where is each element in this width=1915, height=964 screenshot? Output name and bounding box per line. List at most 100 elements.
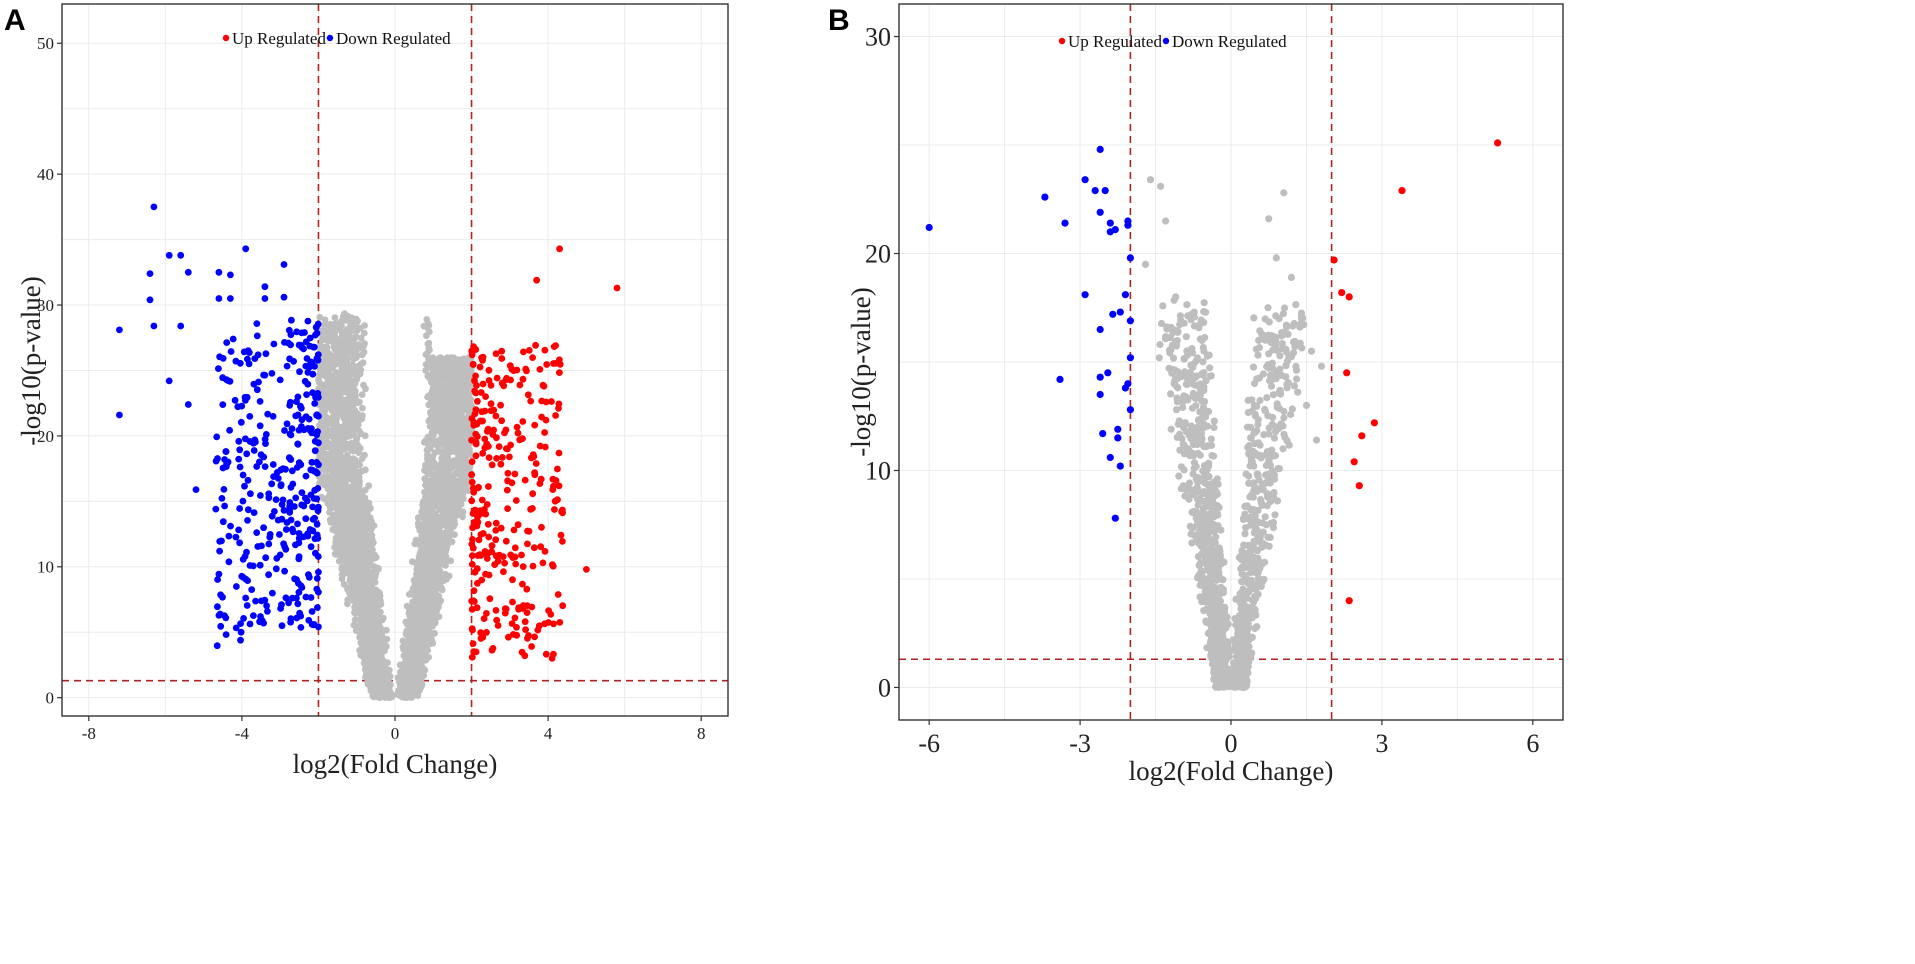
down-regulated-point bbox=[295, 341, 303, 349]
ns-point bbox=[425, 517, 432, 525]
up-regulated-point bbox=[471, 568, 479, 576]
up-regulated-point bbox=[528, 603, 536, 611]
up-regulated-point bbox=[478, 496, 486, 504]
up-regulated-point bbox=[531, 633, 538, 641]
down-regulated-point bbox=[232, 533, 240, 541]
down-regulated-point bbox=[224, 377, 232, 384]
down-regulated-point bbox=[268, 370, 276, 377]
ns-point bbox=[412, 618, 420, 626]
up-regulated-point bbox=[512, 560, 520, 568]
down-regulated-point bbox=[255, 378, 262, 386]
up-regulated-point bbox=[468, 606, 476, 613]
up-regulated-point bbox=[556, 619, 564, 626]
down-regulated-point bbox=[278, 501, 286, 508]
down-regulated-point bbox=[314, 485, 322, 492]
up-regulated-point bbox=[529, 562, 537, 570]
ns-point bbox=[409, 632, 417, 639]
down-regulated-point bbox=[297, 624, 305, 631]
down-regulated-point bbox=[227, 271, 234, 279]
up-regulated-point bbox=[528, 643, 535, 650]
ns-point bbox=[412, 589, 420, 597]
up-regulated-point bbox=[469, 360, 477, 368]
down-regulated-point bbox=[192, 486, 200, 493]
up-regulated-point bbox=[497, 401, 504, 409]
down-regulated-point bbox=[227, 348, 235, 355]
down-regulated-point bbox=[314, 604, 321, 611]
ns-point bbox=[455, 420, 463, 427]
down-regulated-point bbox=[213, 433, 221, 441]
ns-point bbox=[357, 334, 365, 342]
ns-point bbox=[425, 355, 432, 363]
x-tick-label: 0 bbox=[391, 724, 400, 743]
down-regulated-point bbox=[257, 451, 265, 459]
ns-point bbox=[421, 438, 428, 446]
up-regulated-point bbox=[510, 526, 518, 534]
ns-point bbox=[334, 392, 342, 400]
down-regulated-point bbox=[278, 622, 286, 630]
up-regulated-point bbox=[482, 570, 489, 578]
down-regulated-point bbox=[295, 555, 303, 563]
ns-point bbox=[360, 381, 367, 389]
down-regulated-point bbox=[282, 526, 290, 533]
ns-point bbox=[321, 316, 329, 324]
up-regulated-point bbox=[505, 633, 512, 641]
ns-point bbox=[424, 340, 432, 348]
down-regulated-point bbox=[295, 579, 302, 587]
ns-point bbox=[321, 495, 328, 503]
down-regulated-point bbox=[244, 506, 252, 514]
ns-point bbox=[350, 335, 358, 343]
down-regulated-point bbox=[280, 506, 288, 514]
ns-point bbox=[341, 310, 348, 317]
down-regulated-point bbox=[268, 480, 276, 488]
ns-point bbox=[326, 504, 334, 512]
up-regulated-point bbox=[516, 436, 524, 444]
up-regulated-point bbox=[524, 540, 531, 548]
ns-point bbox=[404, 648, 412, 655]
ns-point bbox=[368, 523, 376, 531]
down-regulated-point bbox=[244, 517, 251, 524]
ns-point bbox=[450, 388, 457, 396]
ns-point bbox=[361, 661, 369, 669]
ns-point bbox=[429, 639, 437, 647]
ns-point bbox=[439, 439, 447, 447]
down-regulated-point bbox=[177, 322, 185, 330]
y-tick-label: 40 bbox=[37, 165, 54, 184]
x-tick-label: -8 bbox=[82, 724, 96, 743]
ns-point bbox=[430, 380, 438, 387]
ns-point bbox=[422, 361, 430, 368]
ns-point bbox=[463, 388, 471, 396]
up-regulated-point bbox=[468, 561, 476, 568]
ns-point bbox=[331, 550, 339, 558]
down-regulated-point bbox=[283, 362, 291, 370]
ns-point bbox=[445, 504, 453, 512]
down-regulated-point bbox=[236, 446, 244, 454]
down-regulated-point bbox=[250, 612, 257, 619]
ns-point bbox=[359, 488, 366, 496]
ns-point bbox=[452, 509, 460, 517]
down-regulated-point bbox=[251, 355, 259, 362]
ns-point bbox=[438, 407, 446, 415]
ns-point bbox=[378, 634, 386, 641]
ns-point bbox=[447, 484, 455, 491]
ns-point bbox=[316, 313, 324, 321]
up-regulated-point bbox=[520, 348, 527, 356]
down-regulated-point bbox=[311, 400, 319, 407]
down-regulated-point bbox=[295, 426, 303, 434]
ns-point bbox=[365, 572, 373, 579]
down-regulated-point bbox=[215, 295, 223, 302]
up-regulated-point bbox=[506, 362, 514, 370]
up-regulated-point bbox=[469, 524, 476, 532]
legend-label: Up Regulated bbox=[232, 29, 326, 48]
ns-point bbox=[322, 425, 330, 433]
ns-point bbox=[375, 646, 383, 654]
up-regulated-point bbox=[524, 527, 531, 535]
up-regulated-point bbox=[474, 484, 482, 492]
up-regulated-point bbox=[472, 438, 480, 446]
down-regulated-point bbox=[314, 428, 321, 435]
ns-point bbox=[351, 616, 359, 624]
ns-point bbox=[434, 402, 441, 409]
down-regulated-point bbox=[165, 251, 173, 259]
ns-point bbox=[330, 475, 338, 482]
down-regulated-point bbox=[302, 472, 310, 480]
ns-point bbox=[338, 512, 346, 520]
